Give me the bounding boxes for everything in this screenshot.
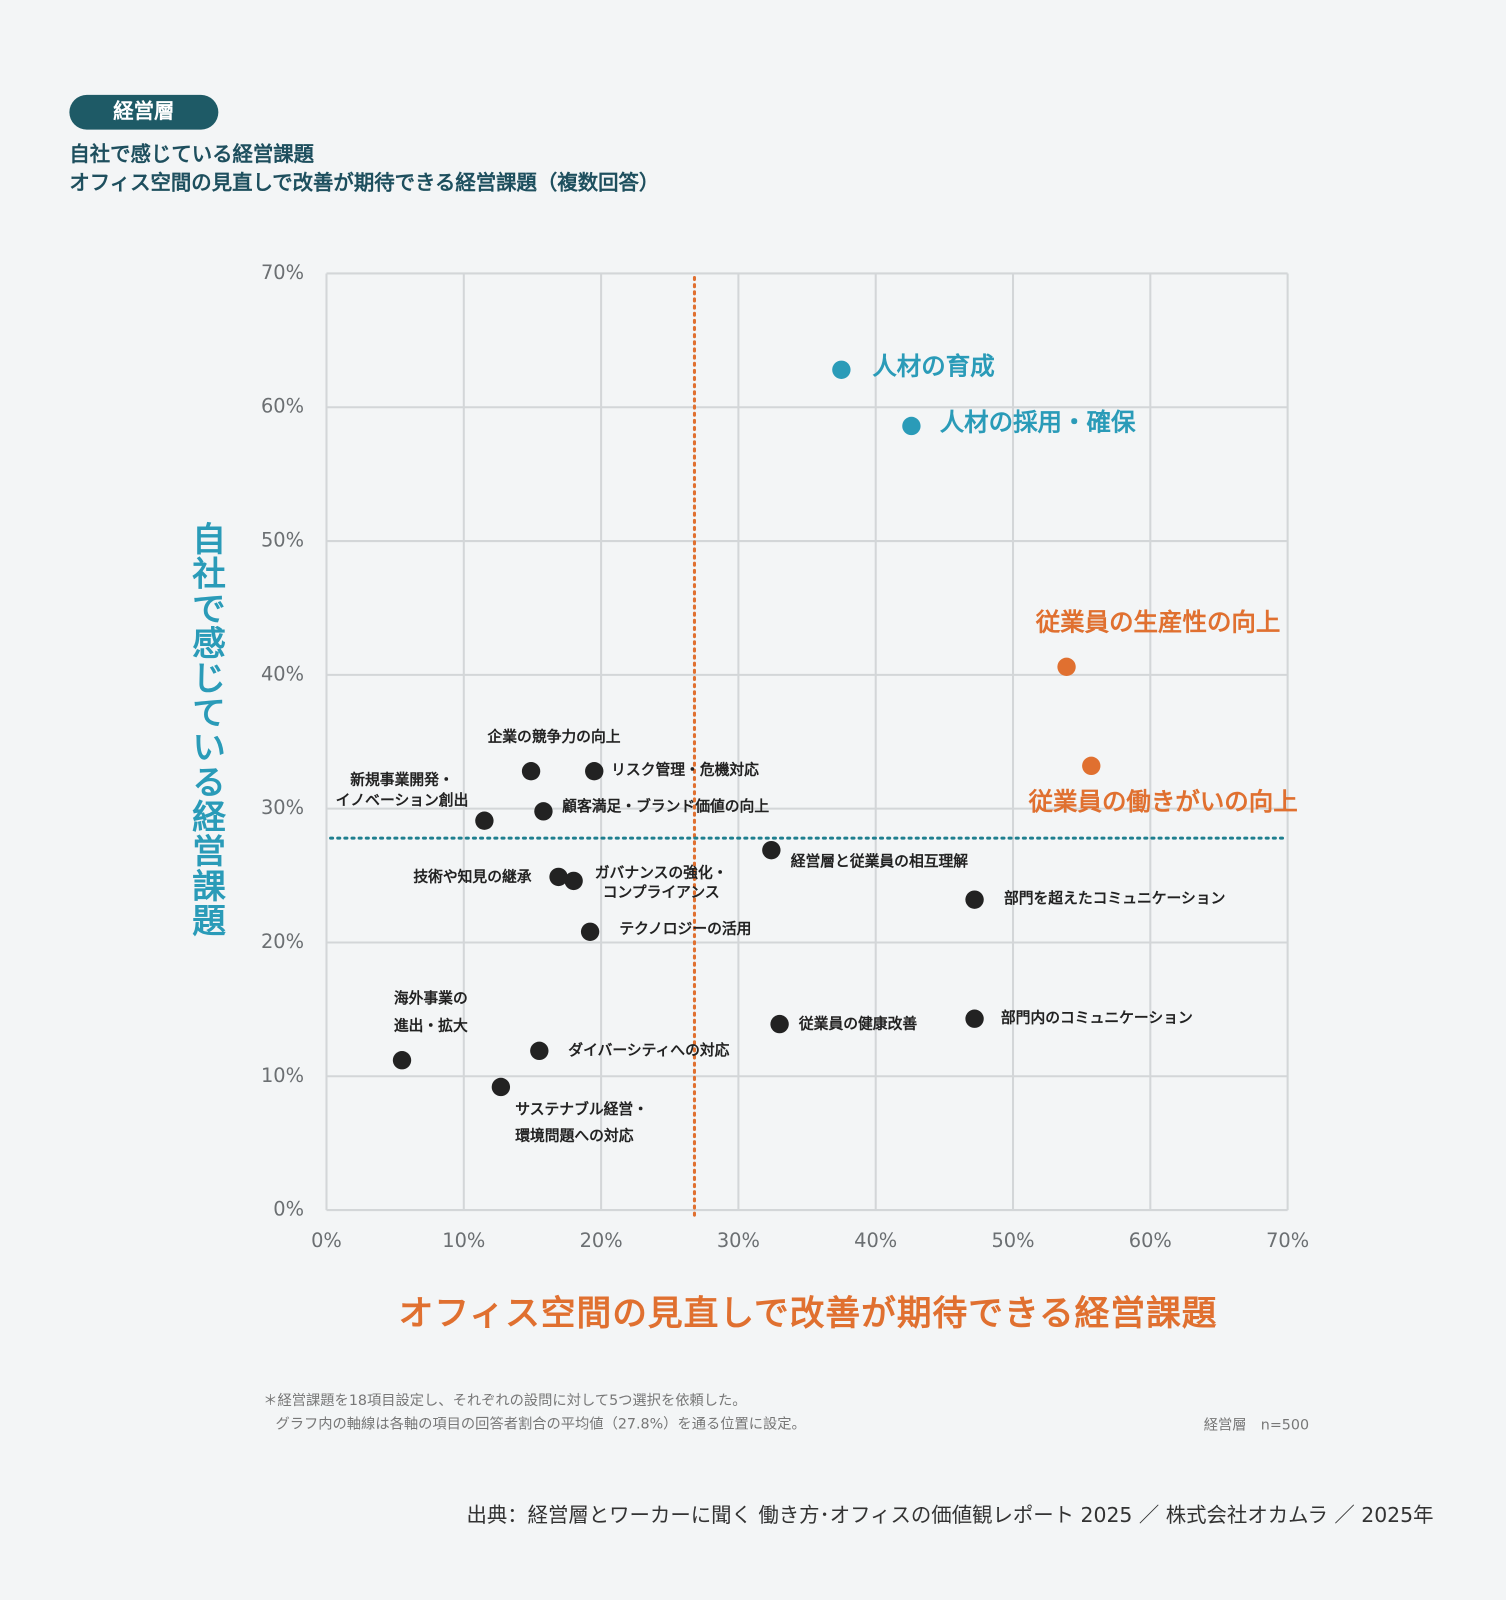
point-label: コンプライアンス: [603, 884, 720, 901]
point-label: イノベーション創出: [336, 791, 469, 809]
point: [475, 811, 494, 830]
point: [832, 360, 851, 379]
point-label: 人材の育成: [872, 351, 994, 380]
point-label: 従業員の健康改善: [798, 1014, 917, 1032]
source: 出典：経営層とワーカーに聞く 働き方･オフィスの価値観レポート 2025 ／ 株…: [466, 1503, 1433, 1527]
y-tick-label: 0%: [273, 1198, 304, 1221]
point: [491, 1077, 511, 1097]
point-label: 環境問題への対応: [515, 1127, 633, 1145]
point: [392, 1051, 412, 1070]
title: 自社で感じている経営課題: [69, 142, 314, 166]
point: [965, 890, 984, 909]
x-tick-label: 20%: [580, 1229, 623, 1252]
y-tick-label: 40%: [261, 662, 304, 685]
point: [1082, 756, 1101, 776]
point-label: 技術や知見の継承: [413, 867, 531, 885]
point: [521, 762, 541, 781]
point: [762, 840, 781, 860]
badge: 経営層: [113, 99, 174, 123]
point-label: リスク管理・危機対応: [611, 760, 759, 778]
point-label: 経営層と従業員の相互理解: [791, 852, 969, 870]
point: [549, 867, 568, 887]
x-tick-label: 40%: [854, 1229, 897, 1252]
badge-bg: [69, 94, 219, 130]
point-label: 新規事業開発・: [350, 771, 453, 789]
point-label: ダイバーシティへの対応: [568, 1041, 729, 1059]
x-tick-label: 70%: [1266, 1229, 1309, 1252]
note: ＊経営課題を18項目設定し、それぞれの設問に対して5つ選択を依頼した。: [263, 1392, 746, 1409]
point: [564, 871, 583, 891]
x-tick-label: 10%: [442, 1229, 485, 1252]
x-tick-label: 60%: [1129, 1229, 1172, 1252]
point: [585, 762, 604, 781]
point-label: 人材の採用・確保: [940, 407, 1136, 436]
x-tick-label: 0%: [311, 1229, 342, 1252]
sample-size: 経営層 n=500: [1204, 1416, 1309, 1433]
point-label: 海外事業の: [394, 989, 468, 1007]
y-tick-label: 60%: [261, 395, 304, 418]
point-label: 顧客満足・ブランド価値の向上: [562, 797, 769, 815]
note: グラフ内の軸線は各軸の項目の回答者割合の平均値（27.8%）を通る位置に設定。: [275, 1415, 805, 1432]
subtitle: オフィス空間の見直しで改善が期待できる経営課題（複数回答）: [69, 171, 659, 195]
x-tick-label: 50%: [991, 1229, 1034, 1252]
point: [580, 922, 600, 941]
point-label: 進出・拡大: [394, 1016, 468, 1034]
y-tick-label: 50%: [261, 529, 304, 552]
point: [965, 1009, 984, 1028]
x-axis-title: オフィス空間の見直しで改善が期待できる経営課題: [399, 1294, 1218, 1334]
y-tick-label: 70%: [261, 261, 304, 284]
point-label: 企業の競争力の向上: [487, 728, 621, 746]
y-tick-label: 10%: [261, 1064, 304, 1087]
point-label: ガバナンスの強化・: [595, 863, 728, 881]
point: [770, 1014, 789, 1034]
point-label: 従業員の働きがいの向上: [1028, 787, 1298, 816]
point: [902, 416, 921, 436]
point-label: テクノロジーの活用: [619, 919, 751, 937]
point: [530, 1041, 549, 1061]
y-axis-title: 自社で感じている経営課題: [187, 521, 226, 938]
point: [534, 802, 553, 821]
y-tick-label: 20%: [261, 930, 304, 953]
x-tick-label: 30%: [717, 1229, 760, 1252]
point-label: 部門を超えたコミュニケーション: [1004, 889, 1225, 907]
y-tick-label: 30%: [261, 796, 304, 819]
point: [1057, 657, 1076, 677]
point-label: 従業員の生産性の向上: [1035, 607, 1281, 636]
point-label: サステナブル経営・: [515, 1100, 648, 1118]
point-label: 部門内のコミュニケーション: [1001, 1008, 1193, 1026]
